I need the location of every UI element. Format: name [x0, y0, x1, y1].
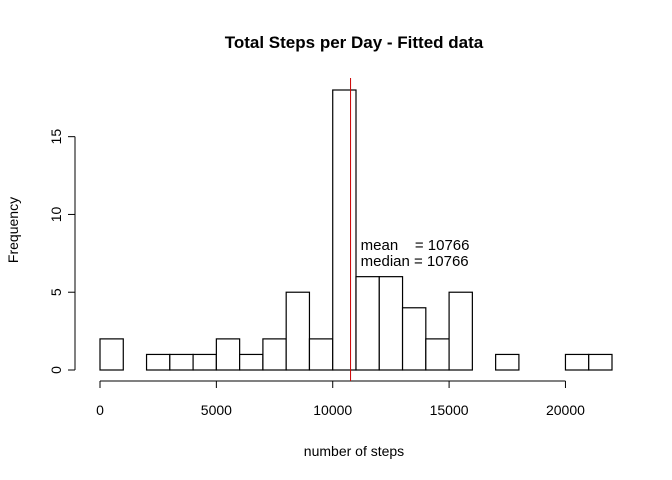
annotation-text: median = 10766	[361, 253, 469, 270]
x-axis: 0 5000 10000 15000 20000	[96, 380, 585, 418]
x-tick-label: 15000	[430, 402, 469, 418]
histogram-bar	[169, 353, 194, 371]
y-tick-label: 10	[48, 206, 64, 222]
histogram-bar	[215, 338, 241, 371]
histogram-bar	[401, 307, 427, 371]
y-tick-label: 5	[48, 288, 64, 296]
histogram-bar	[495, 353, 520, 371]
histogram-bars	[99, 89, 613, 371]
x-axis-label: number of steps	[304, 443, 404, 459]
x-tick-label: 20000	[546, 402, 585, 418]
x-tick-label: 0	[96, 402, 104, 418]
histogram-bar	[355, 276, 380, 371]
y-tick-label: 15	[48, 129, 64, 145]
histogram-bar	[285, 291, 311, 371]
y-tick-label: 0	[48, 366, 64, 374]
histogram-bar	[425, 338, 450, 371]
y-axis-label: Frequency	[5, 197, 21, 263]
histogram-bar	[378, 276, 404, 371]
histogram-bar	[588, 353, 613, 371]
histogram-bar	[99, 338, 124, 371]
annotation-text: mean = 10766	[361, 237, 470, 254]
histogram-bar	[332, 89, 357, 371]
histogram-bar	[262, 338, 287, 371]
histogram-bar	[448, 291, 473, 371]
y-axis: 0 5 10 15	[48, 129, 76, 374]
histogram-bar	[145, 353, 171, 371]
histogram-bar	[239, 353, 264, 371]
histogram-bar	[192, 353, 217, 371]
x-tick-label: 5000	[201, 402, 232, 418]
histogram-bar	[308, 338, 334, 371]
x-tick-label: 10000	[313, 402, 352, 418]
chart-title: Total Steps per Day - Fitted data	[225, 33, 484, 52]
histogram-bar	[564, 353, 590, 371]
